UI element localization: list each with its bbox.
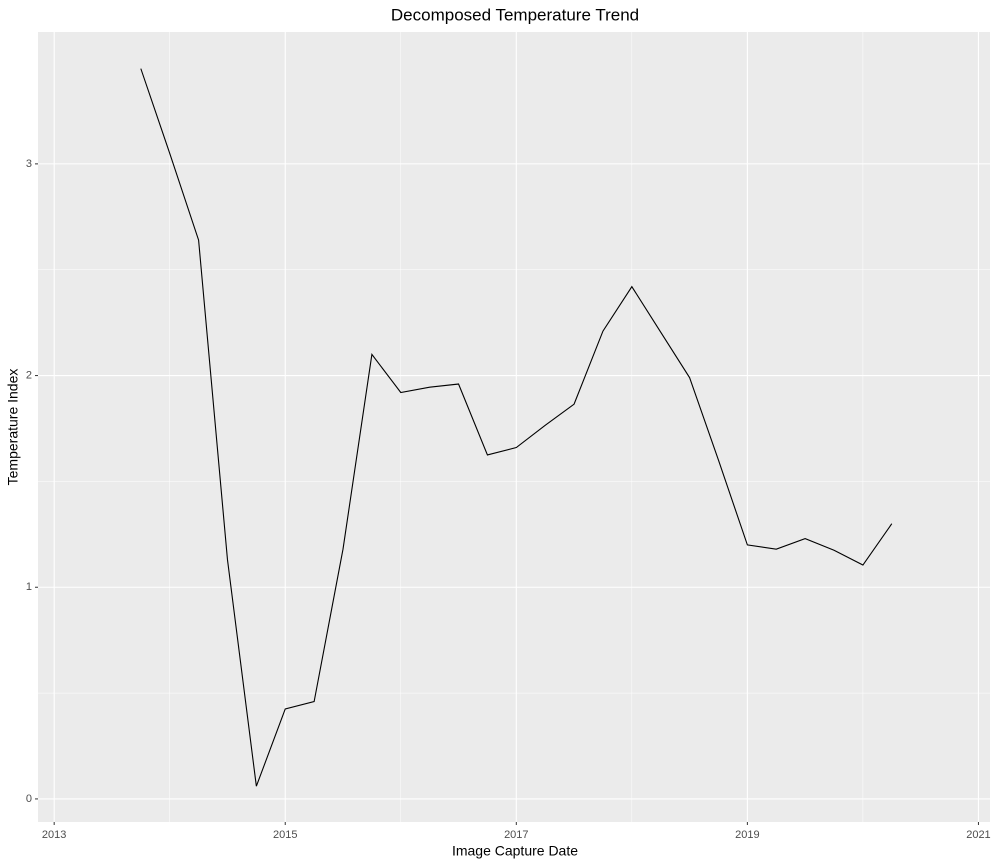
y-tick-label: 0 (26, 793, 32, 805)
x-axis-title: Image Capture Date (452, 843, 578, 859)
x-tick-label: 2019 (735, 829, 759, 841)
y-tick-label: 3 (26, 158, 32, 170)
x-tick-label: 2013 (42, 829, 66, 841)
y-tick-label: 2 (26, 369, 32, 381)
data-line (140, 68, 893, 787)
x-tick-label: 2017 (504, 829, 528, 841)
y-tick-label: 1 (26, 581, 32, 593)
y-axis-title: Temperature Index (5, 369, 21, 486)
chart-title: Decomposed Temperature Trend (391, 5, 639, 24)
x-tick-label: 2021 (966, 829, 990, 841)
x-tick-label: 2015 (273, 829, 297, 841)
plot-panel (38, 32, 990, 822)
